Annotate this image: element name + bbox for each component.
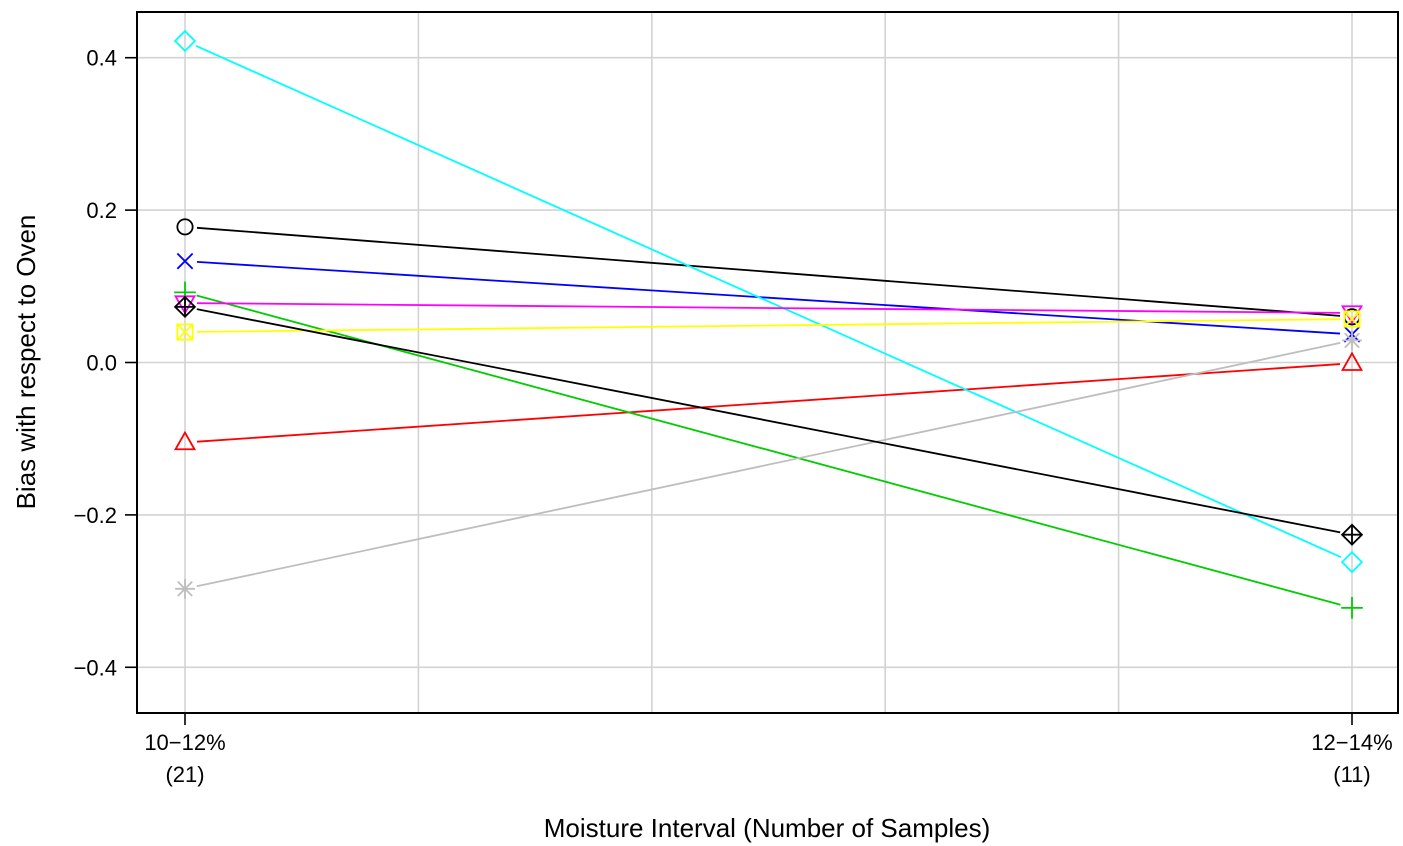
grid [137, 12, 1398, 713]
y-tick-label: 0.2 [86, 198, 117, 223]
series-line [196, 226, 1341, 317]
data-point-marker [1342, 330, 1362, 351]
data-point-marker [174, 430, 196, 451]
y-tick-label: −0.4 [74, 655, 117, 680]
series-2 [174, 281, 1363, 619]
x-axis-title: Moisture Interval (Number of Samples) [544, 813, 990, 843]
data-point-marker [176, 252, 194, 270]
series-line [196, 363, 1341, 443]
x-tick-label-interval: 12−14% [1311, 730, 1392, 755]
y-tick-label: 0.4 [86, 46, 117, 71]
series-line [196, 302, 1341, 314]
series-3 [176, 252, 1361, 343]
series-4 [173, 29, 1364, 574]
series-line [196, 308, 1341, 534]
x-tick-label-count: (21) [165, 762, 204, 787]
y-axis-title: Bias with respect to Oven [11, 215, 41, 510]
series-line [195, 45, 1342, 559]
series-6 [176, 310, 1361, 341]
series-line [196, 318, 1341, 333]
series-layer [173, 29, 1364, 619]
data-point-marker [176, 323, 194, 341]
series-1 [174, 351, 1363, 451]
axes: 10−12% (21) 12−14% (11) Moisture Interva… [11, 46, 1393, 843]
data-point-marker [1343, 310, 1361, 328]
x-tick-label-count: (11) [1333, 762, 1371, 787]
data-point-marker [173, 295, 197, 319]
y-tick-label: 0.0 [86, 351, 117, 376]
x-tick-label-interval: 10−12% [144, 730, 225, 755]
data-point-marker [173, 29, 197, 53]
data-point-marker [1341, 597, 1363, 619]
series-8 [173, 295, 1364, 546]
series-7 [175, 330, 1362, 599]
data-point-marker [1341, 351, 1363, 371]
data-point-marker [176, 218, 194, 236]
series-5 [174, 295, 1363, 325]
y-tick-label: −0.2 [74, 503, 117, 528]
data-point-marker [1340, 523, 1364, 546]
series-line [196, 342, 1341, 588]
data-point-marker [175, 578, 195, 599]
data-point-marker [1340, 550, 1364, 574]
